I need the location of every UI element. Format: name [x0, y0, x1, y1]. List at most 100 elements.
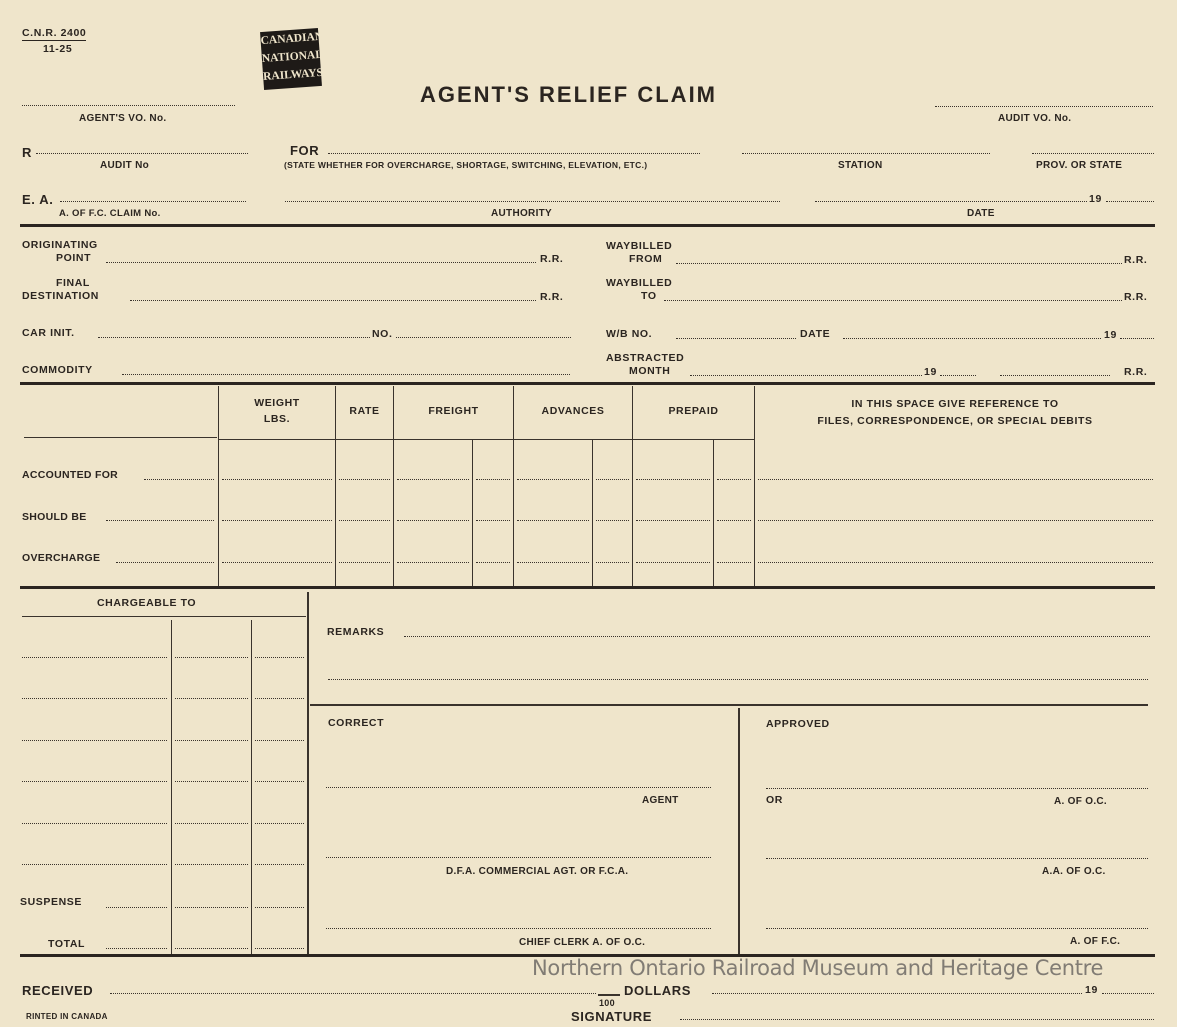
- chargeable-cell[interactable]: [255, 823, 304, 824]
- destination-label: DESTINATION: [22, 290, 99, 302]
- table-cell[interactable]: [717, 562, 751, 563]
- for-field[interactable]: [328, 153, 700, 154]
- table-cell[interactable]: [636, 479, 710, 480]
- signature-label: SIGNATURE: [571, 1009, 652, 1024]
- prepaid-header: PREPAID: [668, 405, 719, 417]
- abstracted-month-field[interactable]: [690, 375, 922, 376]
- prov-state-field[interactable]: [1032, 153, 1154, 154]
- chargeable-cell[interactable]: [255, 948, 304, 949]
- remarks-field-line-2[interactable]: [328, 679, 1148, 680]
- audit-no-field[interactable]: [36, 153, 248, 154]
- wb-date-field[interactable]: [843, 338, 1101, 339]
- dollars-field[interactable]: [712, 993, 1082, 994]
- waybilled-to-field[interactable]: [664, 300, 1122, 301]
- chargeable-cell[interactable]: [175, 657, 248, 658]
- chargeable-cell[interactable]: [175, 907, 248, 908]
- date-field[interactable]: [815, 201, 1087, 202]
- agents-vo-field[interactable]: [22, 105, 235, 106]
- car-no-field[interactable]: [396, 337, 571, 338]
- abstracted-rr-field[interactable]: [1000, 375, 1110, 376]
- afc-signature-field[interactable]: [766, 928, 1148, 929]
- chargeable-cell[interactable]: [22, 698, 167, 699]
- table-cell[interactable]: [636, 562, 710, 563]
- table-cell[interactable]: [339, 562, 390, 563]
- chargeable-cell[interactable]: [22, 657, 167, 658]
- chargeable-cell[interactable]: [175, 948, 248, 949]
- table-cell[interactable]: [476, 562, 510, 563]
- reference-header: FILES, CORRESPONDENCE, OR SPECIAL DEBITS: [817, 415, 1093, 427]
- table-cell[interactable]: [222, 479, 332, 480]
- claim-no-field[interactable]: [60, 201, 246, 202]
- chargeable-cell[interactable]: [175, 740, 248, 741]
- chargeable-cell[interactable]: [255, 907, 304, 908]
- divider: [20, 954, 1155, 957]
- commodity-field[interactable]: [122, 374, 570, 375]
- year-field[interactable]: [1106, 201, 1154, 202]
- advances-header: ADVANCES: [541, 405, 605, 417]
- table-cell[interactable]: [758, 562, 1153, 563]
- table-cell[interactable]: [717, 520, 751, 521]
- table-cell[interactable]: [596, 479, 629, 480]
- agent-label: AGENT: [642, 795, 679, 806]
- table-cell[interactable]: [636, 520, 710, 521]
- remarks-field[interactable]: [404, 636, 1150, 637]
- wb-no-field[interactable]: [676, 338, 796, 339]
- table-cell[interactable]: [596, 520, 629, 521]
- chargeable-cell[interactable]: [175, 698, 248, 699]
- table-cell[interactable]: [397, 479, 469, 480]
- audit-vo-field[interactable]: [935, 106, 1153, 107]
- table-cell[interactable]: [116, 562, 214, 563]
- canadian-national-railways-logo: CANADIAN NATIONAL RAILWAYS: [260, 28, 324, 90]
- wb-year-field[interactable]: [1120, 338, 1154, 339]
- chargeable-cell[interactable]: [22, 740, 167, 741]
- table-cell[interactable]: [397, 520, 469, 521]
- table-cell[interactable]: [397, 562, 469, 563]
- chief-clerk-signature-field[interactable]: [326, 928, 711, 929]
- car-init-field[interactable]: [98, 337, 370, 338]
- table-cell[interactable]: [339, 520, 390, 521]
- chargeable-to-title: CHARGEABLE TO: [97, 597, 197, 609]
- table-cell[interactable]: [339, 479, 390, 480]
- aoc-signature-field[interactable]: [766, 788, 1148, 789]
- table-cell[interactable]: [106, 520, 214, 521]
- table-cell[interactable]: [596, 562, 629, 563]
- abstracted-year-field[interactable]: [940, 375, 976, 376]
- table-cell[interactable]: [517, 479, 589, 480]
- chargeable-cell[interactable]: [255, 698, 304, 699]
- year-prefix: 19: [1089, 193, 1102, 205]
- chargeable-cell[interactable]: [175, 781, 248, 782]
- chargeable-cell[interactable]: [22, 864, 167, 865]
- table-cell[interactable]: [717, 479, 751, 480]
- chargeable-cell[interactable]: [175, 823, 248, 824]
- aaoc-signature-field[interactable]: [766, 858, 1148, 859]
- agent-signature-field[interactable]: [326, 787, 711, 788]
- chargeable-cell[interactable]: [22, 781, 167, 782]
- table-cell[interactable]: [144, 479, 214, 480]
- table-cell[interactable]: [517, 562, 589, 563]
- station-field[interactable]: [742, 153, 990, 154]
- chargeable-cell[interactable]: [255, 864, 304, 865]
- chargeable-cell[interactable]: [22, 823, 167, 824]
- chargeable-cell[interactable]: [106, 948, 167, 949]
- received-field[interactable]: [110, 993, 596, 994]
- table-cell[interactable]: [222, 562, 332, 563]
- chargeable-cell[interactable]: [255, 781, 304, 782]
- table-cell[interactable]: [758, 479, 1153, 480]
- table-cell[interactable]: [476, 520, 510, 521]
- chargeable-cell[interactable]: [106, 907, 167, 908]
- dfa-signature-field[interactable]: [326, 857, 711, 858]
- signature-field[interactable]: [680, 1019, 1154, 1020]
- authority-field[interactable]: [285, 201, 780, 202]
- chargeable-cell[interactable]: [255, 740, 304, 741]
- final-destination-field[interactable]: [130, 300, 536, 301]
- table-cell[interactable]: [517, 520, 589, 521]
- chargeable-cell[interactable]: [255, 657, 304, 658]
- waybilled-from-field[interactable]: [676, 263, 1122, 264]
- table-cell[interactable]: [476, 479, 510, 480]
- originating-point-field[interactable]: [106, 262, 536, 263]
- table-cell[interactable]: [222, 520, 332, 521]
- chargeable-cell[interactable]: [175, 864, 248, 865]
- approved-label: APPROVED: [766, 718, 830, 730]
- received-year-field[interactable]: [1102, 993, 1154, 994]
- table-cell[interactable]: [758, 520, 1153, 521]
